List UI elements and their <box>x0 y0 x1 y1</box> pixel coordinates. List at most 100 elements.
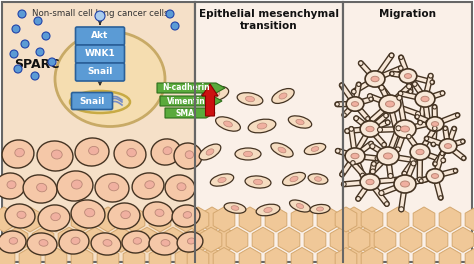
Circle shape <box>354 150 359 154</box>
Polygon shape <box>32 227 54 252</box>
Ellipse shape <box>0 231 26 253</box>
Ellipse shape <box>165 175 195 201</box>
Polygon shape <box>413 248 435 264</box>
Ellipse shape <box>410 144 430 160</box>
Circle shape <box>461 139 465 143</box>
Circle shape <box>354 116 358 121</box>
Ellipse shape <box>216 117 240 131</box>
Circle shape <box>21 40 29 48</box>
Text: Vimentin: Vimentin <box>167 97 206 106</box>
Circle shape <box>411 161 416 166</box>
Polygon shape <box>45 248 67 264</box>
Ellipse shape <box>51 213 60 221</box>
Bar <box>195 2 343 262</box>
Ellipse shape <box>127 148 137 157</box>
Ellipse shape <box>279 93 287 99</box>
Polygon shape <box>213 207 235 232</box>
Polygon shape <box>335 248 357 264</box>
Ellipse shape <box>248 119 276 133</box>
Ellipse shape <box>345 148 365 164</box>
Circle shape <box>402 171 407 176</box>
Circle shape <box>431 142 436 146</box>
Circle shape <box>335 102 339 106</box>
Circle shape <box>351 161 355 165</box>
Ellipse shape <box>9 238 18 244</box>
Polygon shape <box>439 207 461 232</box>
Ellipse shape <box>416 149 424 155</box>
Circle shape <box>396 126 401 131</box>
Text: SMA: SMA <box>176 109 195 117</box>
Circle shape <box>171 22 179 30</box>
Polygon shape <box>58 227 80 252</box>
Circle shape <box>433 105 437 109</box>
Polygon shape <box>110 227 132 252</box>
Circle shape <box>407 84 411 89</box>
Ellipse shape <box>317 207 323 211</box>
Polygon shape <box>0 207 15 232</box>
FancyBboxPatch shape <box>72 92 112 110</box>
Text: Non-small cell lung cancer cells: Non-small cell lung cancer cells <box>32 9 168 18</box>
Ellipse shape <box>95 174 129 202</box>
Circle shape <box>390 72 394 76</box>
Ellipse shape <box>177 232 203 252</box>
Ellipse shape <box>346 97 364 111</box>
Circle shape <box>453 169 457 173</box>
Ellipse shape <box>304 143 326 155</box>
Polygon shape <box>214 227 236 252</box>
Ellipse shape <box>51 150 62 159</box>
Ellipse shape <box>283 172 305 186</box>
Polygon shape <box>387 248 409 264</box>
Polygon shape <box>439 248 461 264</box>
Polygon shape <box>374 227 396 252</box>
Ellipse shape <box>401 126 410 132</box>
Circle shape <box>95 11 105 21</box>
Polygon shape <box>343 207 365 232</box>
Circle shape <box>369 142 374 146</box>
Circle shape <box>399 55 403 59</box>
Circle shape <box>418 120 422 125</box>
Circle shape <box>336 149 340 153</box>
Polygon shape <box>19 207 41 232</box>
Ellipse shape <box>5 204 35 228</box>
Circle shape <box>352 89 356 94</box>
Polygon shape <box>361 248 383 264</box>
Ellipse shape <box>133 238 142 244</box>
Circle shape <box>409 89 412 93</box>
Circle shape <box>384 202 389 206</box>
Ellipse shape <box>257 123 267 129</box>
Circle shape <box>395 147 400 152</box>
Ellipse shape <box>151 139 181 165</box>
Circle shape <box>370 144 375 149</box>
Ellipse shape <box>37 141 73 171</box>
Ellipse shape <box>431 122 438 126</box>
Polygon shape <box>465 207 474 232</box>
Ellipse shape <box>0 173 25 199</box>
Circle shape <box>389 53 394 58</box>
Ellipse shape <box>272 88 294 103</box>
Circle shape <box>415 115 419 119</box>
Polygon shape <box>0 248 15 264</box>
Ellipse shape <box>296 119 304 125</box>
Ellipse shape <box>256 204 280 216</box>
Ellipse shape <box>351 102 359 106</box>
Circle shape <box>359 61 363 65</box>
Ellipse shape <box>394 120 416 138</box>
Polygon shape <box>6 227 28 252</box>
Circle shape <box>452 127 456 131</box>
Ellipse shape <box>231 206 239 210</box>
Circle shape <box>36 48 44 56</box>
Ellipse shape <box>401 181 410 187</box>
Circle shape <box>432 175 437 180</box>
Polygon shape <box>426 227 448 252</box>
Circle shape <box>395 177 399 182</box>
Polygon shape <box>361 207 383 232</box>
Circle shape <box>369 97 373 101</box>
Ellipse shape <box>199 144 221 160</box>
Ellipse shape <box>161 240 170 246</box>
Ellipse shape <box>360 121 380 137</box>
Circle shape <box>398 91 403 96</box>
Circle shape <box>342 113 346 117</box>
Polygon shape <box>175 207 197 232</box>
Ellipse shape <box>155 209 164 216</box>
Polygon shape <box>19 248 41 264</box>
